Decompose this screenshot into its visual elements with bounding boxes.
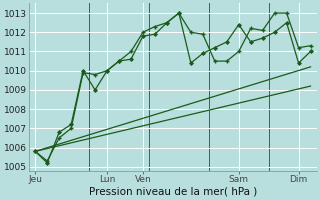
- X-axis label: Pression niveau de la mer( hPa ): Pression niveau de la mer( hPa ): [89, 187, 257, 197]
